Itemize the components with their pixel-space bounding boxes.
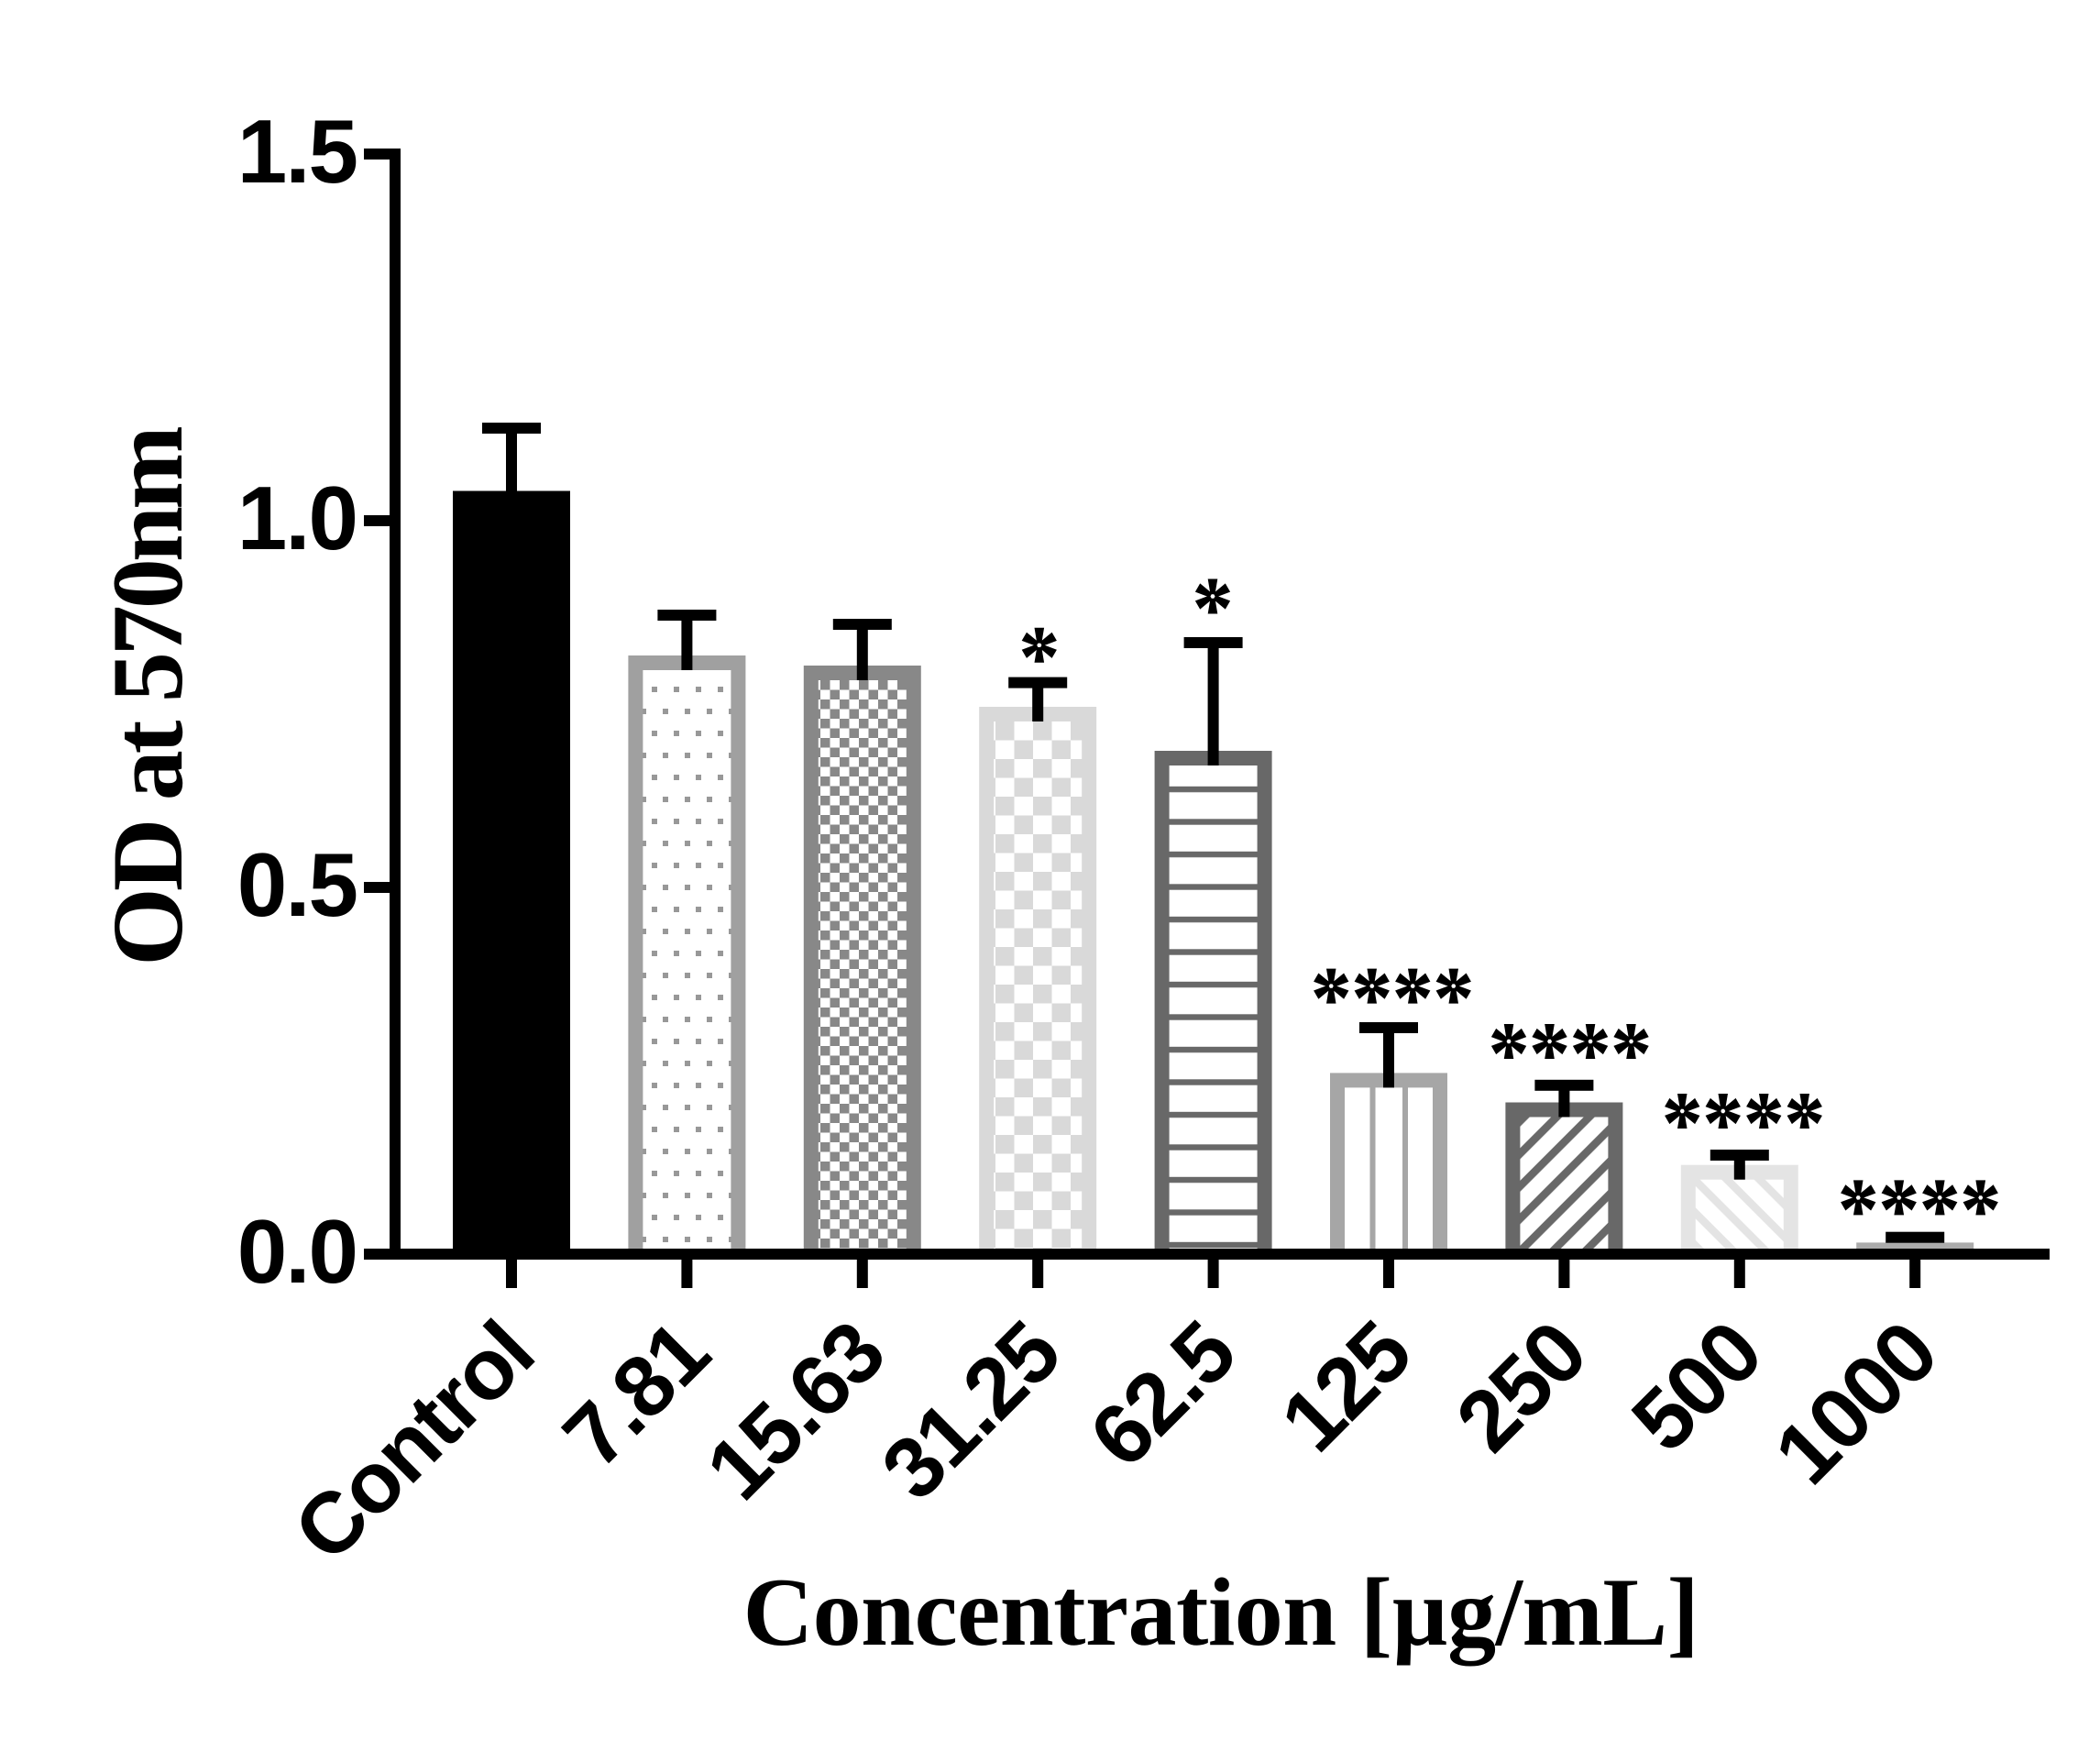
svg-text:Concentration [µg/mL]: Concentration [µg/mL] xyxy=(743,1558,1699,1666)
svg-text:0.0: 0.0 xyxy=(237,1201,357,1302)
svg-text:1.0: 1.0 xyxy=(237,468,357,568)
svg-text:1.5: 1.5 xyxy=(237,101,357,202)
svg-text:OD at 570nm: OD at 570nm xyxy=(92,427,203,966)
svg-text:0.5: 0.5 xyxy=(237,834,357,935)
